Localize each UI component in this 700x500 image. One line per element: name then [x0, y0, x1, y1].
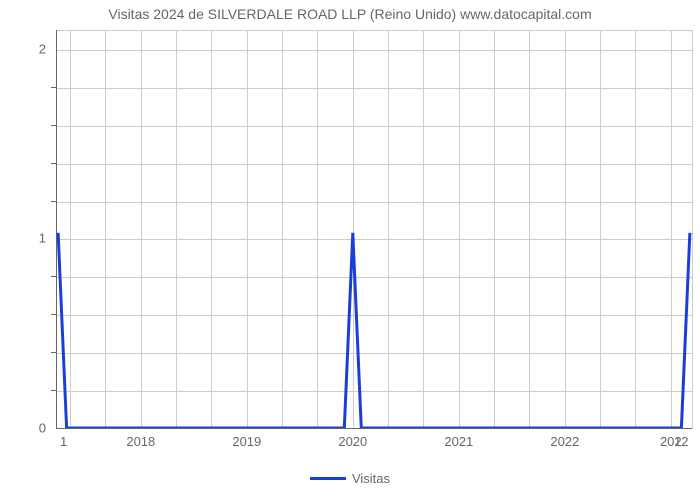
legend-label: Visitas: [352, 471, 390, 486]
x-tick-label: 2020: [338, 434, 367, 449]
x-axis-line: [56, 428, 692, 429]
x-tick-label: 2021: [444, 434, 473, 449]
x-tick-label: 2019: [232, 434, 261, 449]
x-edge-label-left: 1: [60, 434, 67, 449]
x-tick-label: 2018: [126, 434, 155, 449]
legend: Visitas: [0, 468, 700, 486]
legend-swatch: [310, 477, 346, 480]
y-tick-label: 1: [0, 231, 46, 246]
series-line: [56, 30, 692, 428]
legend-item-visitas: Visitas: [310, 471, 390, 486]
chart-title: Visitas 2024 de SILVERDALE ROAD LLP (Rei…: [0, 6, 700, 22]
y-tick-label: 2: [0, 41, 46, 56]
x-edge-label-right: 12: [674, 434, 688, 449]
y-tick-label: 0: [0, 421, 46, 436]
x-tick-label: 2022: [550, 434, 579, 449]
